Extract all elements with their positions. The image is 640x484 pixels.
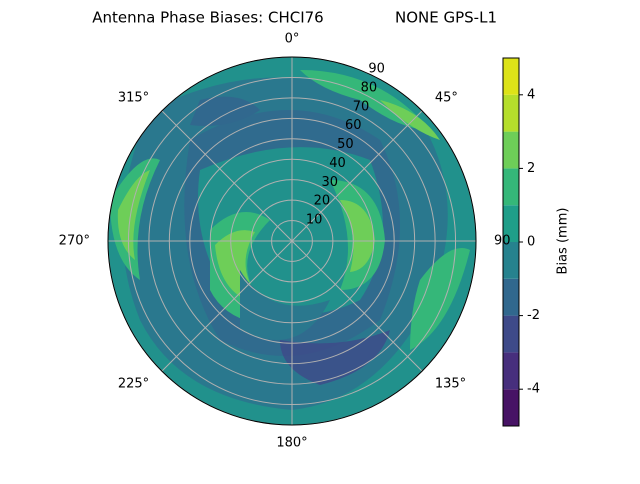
colorbar-tick-label: -2: [527, 308, 540, 323]
r-tick-label: 20: [314, 194, 331, 209]
colorbar-tick-label: 0: [527, 235, 535, 250]
colorbar-band: [503, 168, 519, 206]
colorbar-band: [503, 389, 519, 426]
r-tick-label: 50: [337, 137, 354, 152]
colorbar-tick-label: -4: [527, 382, 540, 397]
theta-tick-label: 135°: [435, 376, 466, 391]
r-tick-label: 10: [306, 213, 323, 228]
chart-subtitle: NONE GPS-L1: [395, 9, 497, 27]
grid-spoke: [161, 110, 293, 242]
colorbar-band: [503, 131, 519, 169]
grid-spoke: [161, 240, 293, 372]
grid-spoke: [291, 240, 423, 372]
chart-title: Antenna Phase Biases: CHCI76: [92, 9, 323, 27]
polar-frame: [107, 56, 477, 426]
theta-tick-label: 90: [494, 234, 511, 249]
colorbar-band: [503, 58, 519, 95]
theta-tick-label: 180°: [276, 436, 307, 451]
colorbar-band: [503, 352, 519, 390]
r-tick-label: 40: [329, 156, 346, 171]
theta-tick-label: 0°: [285, 32, 300, 47]
colorbar-band: [503, 242, 519, 279]
grid-spoke: [291, 110, 423, 242]
r-tick-label: 70: [353, 99, 370, 114]
colorbar-label: Bias (mm): [556, 208, 571, 275]
theta-tick-label: 270°: [59, 234, 90, 249]
colorbar-tick-label: 4: [527, 87, 535, 102]
colorbar-band: [503, 278, 519, 316]
theta-tick-label: 315°: [118, 91, 149, 106]
colorbar-band: [503, 94, 519, 132]
colorbar-band: [503, 315, 519, 353]
r-tick-label: 80: [361, 80, 378, 95]
colorbar-tick-label: 2: [527, 161, 535, 176]
colorbar-band: [503, 205, 519, 242]
r-tick-label: 60: [345, 118, 362, 133]
theta-tick-label: 45°: [435, 91, 458, 106]
theta-tick-label: 225°: [118, 376, 149, 391]
r-tick-label: 30: [321, 175, 338, 190]
r-tick-label: 90: [368, 62, 385, 77]
